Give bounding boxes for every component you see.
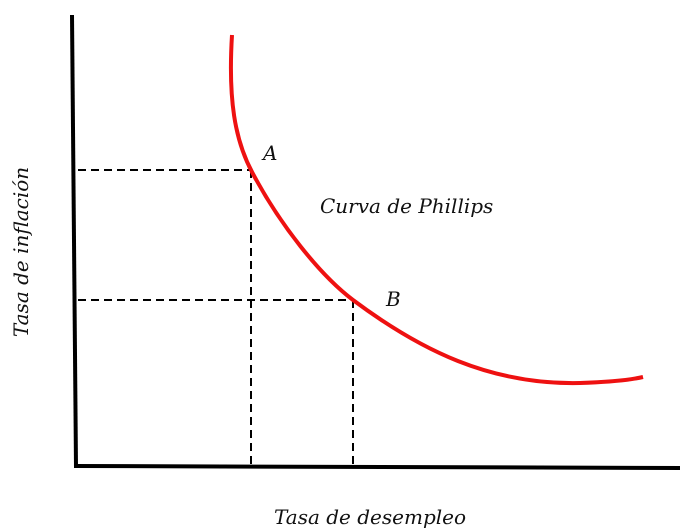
point-label: B: [385, 287, 401, 311]
point-label: A: [261, 141, 277, 165]
x-axis-label: Tasa de desempleo: [274, 505, 466, 529]
x-axis: [73, 464, 680, 470]
curve-label: Curva de Phillips: [320, 194, 493, 218]
y-axis: [70, 14, 78, 468]
phillips-curve: [228, 34, 644, 386]
y-axis-label: Tasa de inflación: [9, 167, 33, 337]
